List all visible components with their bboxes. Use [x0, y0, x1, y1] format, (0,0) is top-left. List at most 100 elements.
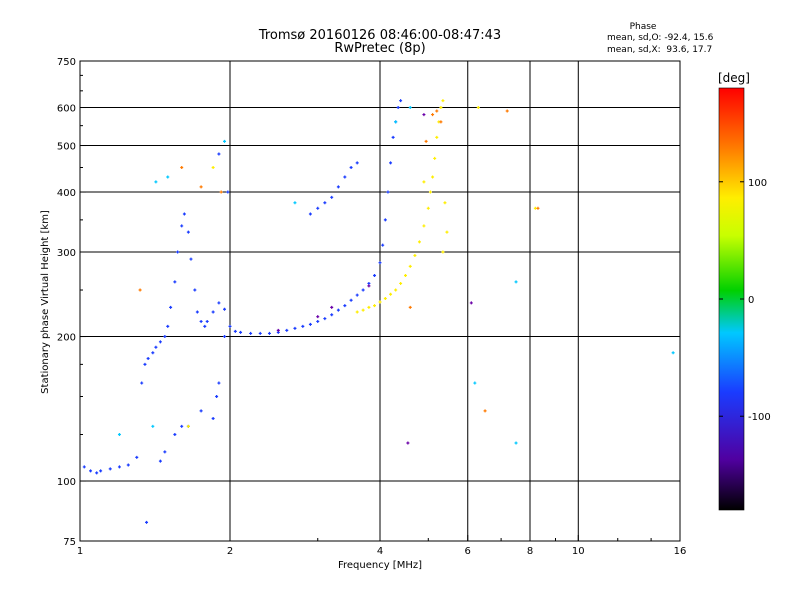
data-point	[173, 433, 177, 437]
colorbar	[719, 88, 744, 510]
y-tick-label: 500	[57, 142, 76, 153]
y-tick-label: 200	[57, 333, 76, 344]
data-point	[473, 381, 477, 385]
data-point	[158, 459, 162, 463]
data-point	[403, 274, 407, 278]
data-point	[336, 308, 340, 312]
data-point	[431, 113, 435, 117]
data-point	[217, 301, 221, 305]
data-point	[441, 250, 445, 254]
data-point	[323, 317, 327, 321]
data-point	[180, 424, 184, 428]
data-point	[173, 280, 177, 284]
x-tick-label: 2	[227, 546, 233, 557]
data-point	[389, 161, 393, 165]
data-point	[408, 305, 412, 309]
data-point	[422, 113, 426, 117]
data-point	[151, 424, 155, 428]
data-point	[180, 165, 184, 169]
data-point	[330, 195, 334, 199]
data-point	[469, 301, 473, 305]
data-point	[428, 190, 432, 194]
data-point	[223, 139, 227, 143]
data-point	[146, 356, 150, 360]
data-point	[267, 331, 271, 335]
y-axis-label: Stationary phase Virtual Height [km]	[40, 210, 51, 394]
data-point	[95, 471, 99, 475]
data-point	[276, 328, 280, 332]
data-point	[408, 264, 412, 268]
x-tick-label: 6	[465, 546, 471, 557]
data-point	[316, 319, 320, 323]
data-point	[383, 218, 387, 222]
data-point	[378, 261, 382, 265]
data-point	[406, 441, 410, 445]
data-point	[166, 324, 170, 328]
y-tick-label: 300	[57, 248, 76, 259]
data-point	[671, 351, 675, 355]
x-axis: 1 2 4 6 8 10 16	[77, 535, 686, 557]
data-point	[445, 230, 449, 234]
data-point	[323, 201, 327, 205]
data-point	[386, 190, 390, 194]
data-point	[441, 99, 445, 103]
data-point	[396, 106, 400, 110]
data-point	[143, 362, 147, 366]
data-point	[435, 135, 439, 139]
data-point	[343, 304, 347, 308]
data-point	[316, 206, 320, 210]
data-point	[536, 206, 540, 210]
data-point	[349, 165, 353, 169]
data-point	[186, 230, 190, 234]
data-point	[145, 520, 149, 524]
data-point	[223, 307, 227, 311]
data-point	[154, 180, 158, 184]
data-point	[258, 331, 262, 335]
data-point	[439, 120, 443, 124]
x-axis-label: Frequency [MHz]	[338, 560, 422, 571]
data-point	[140, 381, 144, 385]
data-point	[355, 310, 359, 314]
data-point	[391, 135, 395, 139]
data-point	[205, 319, 209, 323]
data-point	[426, 206, 430, 210]
data-point	[355, 161, 359, 165]
phase-x-stats: mean, sd,X: 93.6, 17.7	[607, 45, 713, 55]
data-point	[343, 175, 347, 179]
data-point	[228, 324, 232, 328]
x-tick-label: 8	[527, 546, 533, 557]
data-point	[316, 315, 320, 319]
y-tick-label: 750	[57, 57, 76, 68]
data-point	[211, 416, 215, 420]
chart-subtitle: RwPretec (8p)	[334, 41, 426, 56]
data-point	[443, 201, 447, 205]
data-point	[135, 455, 139, 459]
y-tick-label: 100	[57, 477, 76, 488]
data-point	[180, 224, 184, 228]
data-point	[182, 212, 186, 216]
data-point	[361, 288, 365, 292]
data-point	[367, 284, 371, 288]
data-point	[126, 463, 130, 467]
data-point	[514, 280, 518, 284]
data-point	[431, 175, 435, 179]
data-point	[373, 274, 377, 278]
data-point	[399, 281, 403, 285]
x-tick-label: 1	[77, 546, 83, 557]
data-point	[108, 467, 112, 471]
data-point	[439, 106, 443, 110]
data-point	[117, 465, 121, 469]
data-point	[199, 319, 203, 323]
data-point	[189, 257, 193, 261]
data-point	[151, 351, 155, 355]
data-point	[373, 304, 377, 308]
data-point	[308, 212, 312, 216]
colorbar-label: [deg]	[718, 71, 750, 85]
data-point	[394, 120, 398, 124]
data-point	[435, 109, 439, 113]
data-point	[217, 152, 221, 156]
y-tick-label: 75	[63, 537, 76, 548]
data-point	[383, 297, 387, 301]
data-point	[219, 190, 223, 194]
